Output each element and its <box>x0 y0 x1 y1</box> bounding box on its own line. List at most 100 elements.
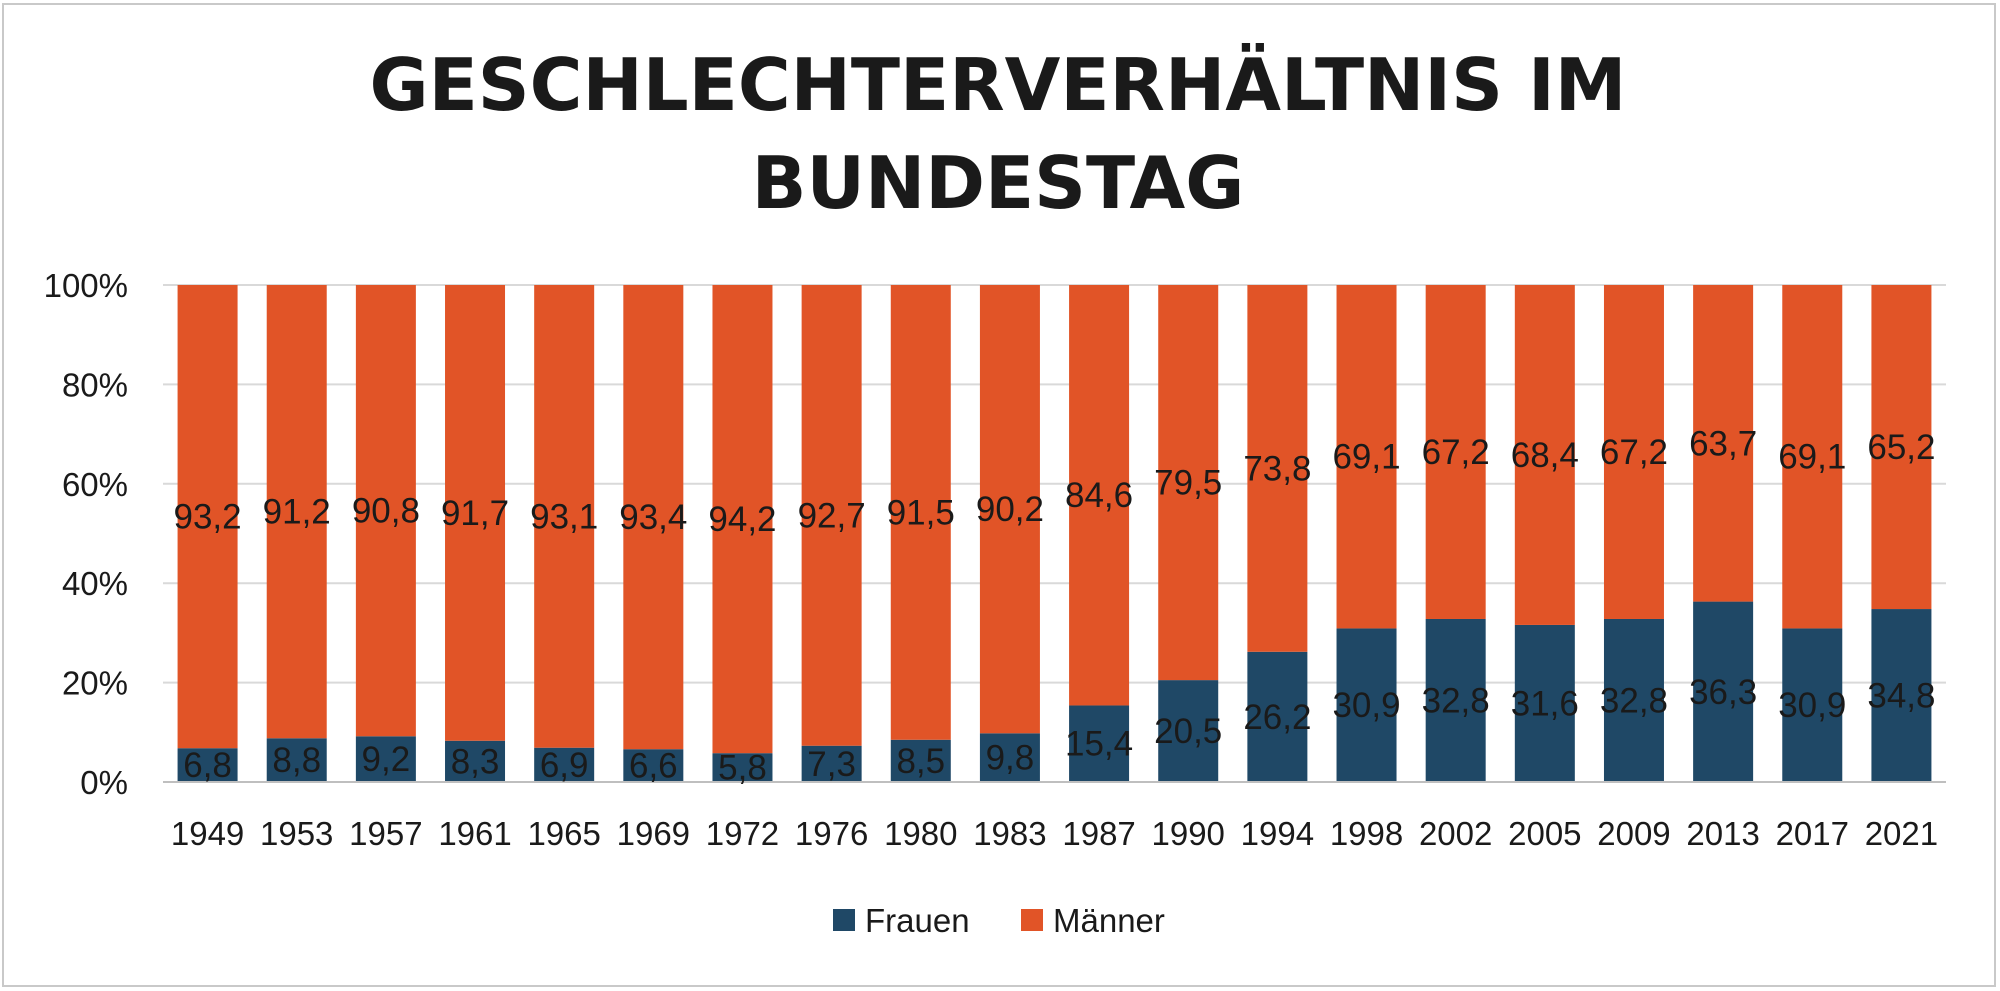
bar-maenner <box>1425 285 1486 619</box>
bar-maenner <box>712 285 773 754</box>
bar-maenner <box>890 285 951 740</box>
data-label-frauen: 36,3 <box>1689 673 1757 712</box>
bar-frauen <box>1247 651 1308 782</box>
chart-title-line-2: BUNDESTAG <box>752 141 1245 225</box>
bar-maenner <box>1871 285 1932 610</box>
data-label-frauen: 6,8 <box>183 746 232 785</box>
data-label-maenner: 73,8 <box>1243 449 1311 488</box>
data-label-frauen: 9,2 <box>362 740 411 779</box>
bar-maenner <box>979 285 1040 734</box>
bar-maenner <box>355 285 416 737</box>
data-label-maenner: 67,2 <box>1422 433 1490 472</box>
bar-maenner <box>1603 285 1664 619</box>
legend-swatch <box>833 909 855 931</box>
data-label-frauen: 30,9 <box>1778 686 1846 725</box>
data-labels: 6,8 93,2 8,8 91,2 9,2 90,8 8,3 91,7 6,9 93,1 6,6 93… <box>174 424 1936 787</box>
bar-frauen <box>1514 624 1575 782</box>
x-tick-label: 2005 <box>1508 815 1581 852</box>
x-tick-label: 1957 <box>349 815 422 852</box>
bar-maenner <box>623 285 684 750</box>
x-tick-label: 2017 <box>1776 815 1849 852</box>
bar-frauen <box>801 745 862 782</box>
x-tick-label: 2002 <box>1419 815 1492 852</box>
bar-maenner <box>1069 285 1130 706</box>
x-tick-label: 1961 <box>438 815 511 852</box>
data-label-maenner: 67,2 <box>1600 433 1668 472</box>
data-label-maenner: 69,1 <box>1778 438 1846 477</box>
bar-maenner <box>266 285 327 739</box>
legend-label: Männer <box>1053 902 1165 939</box>
data-label-maenner: 93,4 <box>619 498 687 537</box>
x-tick-label: 1949 <box>171 815 244 852</box>
y-tick-label: 20% <box>62 665 128 702</box>
data-label-maenner: 94,2 <box>708 500 776 539</box>
bar-maenner <box>445 285 506 741</box>
data-label-maenner: 68,4 <box>1511 436 1579 475</box>
bar-frauen <box>979 733 1040 782</box>
legend-swatch <box>1021 909 1043 931</box>
bar-maenner <box>1782 285 1843 629</box>
data-label-maenner: 92,7 <box>798 496 866 535</box>
data-label-frauen: 5,8 <box>718 749 767 788</box>
x-tick-label: 1976 <box>795 815 868 852</box>
data-label-maenner: 63,7 <box>1689 424 1757 463</box>
x-tick-label: 1990 <box>1152 815 1225 852</box>
data-label-frauen: 7,3 <box>807 745 856 784</box>
data-label-frauen: 8,3 <box>451 742 500 781</box>
bar-frauen <box>177 748 238 782</box>
data-label-maenner: 65,2 <box>1867 428 1935 467</box>
bar-frauen <box>1336 628 1397 782</box>
x-tick-label: 1983 <box>973 815 1046 852</box>
data-label-maenner: 84,6 <box>1065 476 1133 515</box>
bar-frauen <box>1069 705 1130 782</box>
bar-maenner <box>177 285 238 749</box>
bar-frauen <box>1693 601 1754 782</box>
x-tick-label: 1987 <box>1062 815 1135 852</box>
x-tick-label: 1972 <box>706 815 779 852</box>
data-label-frauen: 32,8 <box>1600 681 1668 720</box>
data-label-frauen: 32,8 <box>1422 681 1490 720</box>
y-tick-label: 60% <box>62 466 128 503</box>
bar-frauen <box>1603 618 1664 782</box>
x-tick-label: 2009 <box>1597 815 1670 852</box>
data-label-frauen: 8,8 <box>272 741 321 780</box>
data-label-maenner: 91,7 <box>441 494 509 533</box>
legend-label: Frauen <box>865 902 970 939</box>
chart-title-line-1: GESCHLECHTERVERHÄLTNIS IM <box>370 43 1627 127</box>
x-tick-label: 1994 <box>1241 815 1314 852</box>
bar-maenner <box>1336 285 1397 629</box>
bar-maenner <box>1514 285 1575 625</box>
data-label-maenner: 90,8 <box>352 492 420 531</box>
y-tick-label: 80% <box>62 366 128 403</box>
data-label-frauen: 9,8 <box>986 739 1035 778</box>
bar-frauen <box>1158 680 1219 782</box>
data-label-frauen: 6,6 <box>629 747 678 786</box>
x-tick-label: 1969 <box>617 815 690 852</box>
bar-frauen <box>1782 628 1843 782</box>
data-label-maenner: 93,1 <box>530 497 598 536</box>
bar-frauen <box>890 739 951 782</box>
y-tick-label: 0% <box>80 764 128 801</box>
data-label-frauen: 30,9 <box>1332 686 1400 725</box>
data-label-frauen: 8,5 <box>896 742 945 781</box>
bar-maenner <box>1158 285 1219 681</box>
y-tick-label: 40% <box>62 565 128 602</box>
bar-frauen <box>355 736 416 782</box>
legend: Frauen Männer <box>833 902 1165 939</box>
x-tick-label: 1980 <box>884 815 957 852</box>
y-tick-label: 100% <box>44 267 128 304</box>
bar-maenner <box>1247 285 1308 652</box>
data-label-frauen: 34,8 <box>1867 677 1935 716</box>
x-tick-label: 1965 <box>527 815 600 852</box>
data-label-maenner: 79,5 <box>1154 464 1222 503</box>
bars <box>177 285 1932 782</box>
axes: 0% 20% 40% 60% 80% 100% 1949 1953 1957 1961 1965 19… <box>44 267 1946 852</box>
bar-frauen <box>712 753 773 782</box>
x-tick-label: 2013 <box>1686 815 1759 852</box>
data-label-frauen: 26,2 <box>1243 698 1311 737</box>
gridlines <box>163 284 1946 684</box>
data-label-maenner: 69,1 <box>1332 438 1400 477</box>
data-label-frauen: 31,6 <box>1511 684 1579 723</box>
data-label-frauen: 20,5 <box>1154 712 1222 751</box>
